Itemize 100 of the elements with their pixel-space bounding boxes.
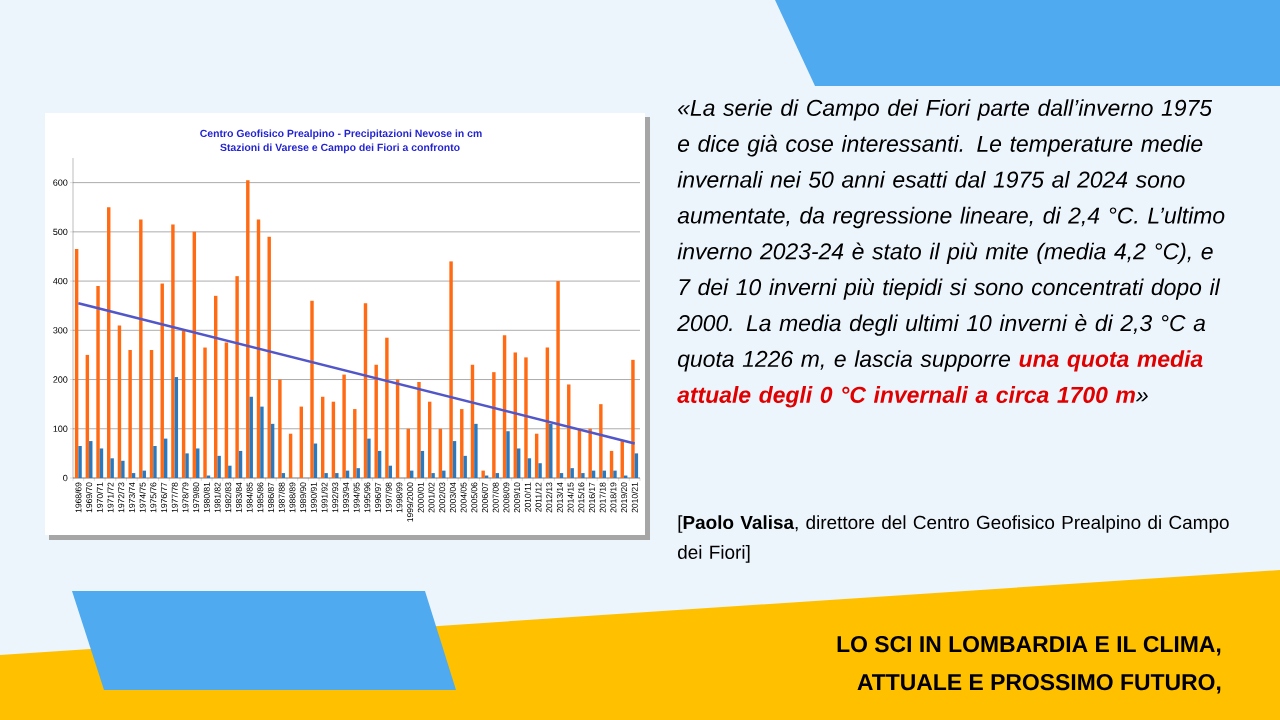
- chart-subtitle: Stazioni di Varese e Campo dei Fiori a confronto: [220, 143, 460, 154]
- bar: [246, 180, 250, 478]
- x-tick-label: 2007/08: [492, 482, 499, 513]
- bar: [431, 473, 435, 478]
- bar: [267, 236, 271, 478]
- x-tick-label: 1987/88: [278, 482, 285, 513]
- bar: [153, 446, 157, 478]
- x-tick-label: 2011/12: [535, 482, 542, 512]
- bar: [374, 364, 378, 478]
- chart-title: Centro Geofisico Prealpino - Precipitazioni Nevose in cm: [200, 129, 482, 140]
- bar: [556, 281, 560, 478]
- x-tick-label: 1972/73: [118, 482, 125, 513]
- x-tick-label: 1996/97: [374, 482, 382, 513]
- bar: [260, 406, 264, 478]
- x-tick-label: 1988/89: [289, 482, 296, 513]
- x-tick-label: 1998/99: [396, 482, 403, 513]
- x-tick-label: 2014/15: [567, 482, 574, 513]
- x-tick-label: 1980/81: [203, 482, 210, 513]
- x-tick-label: 1969/70: [85, 482, 93, 513]
- bar: [588, 428, 592, 478]
- x-tick-label: 1994/95: [353, 482, 360, 513]
- x-tick-label: 1976/77: [160, 482, 168, 513]
- x-tick-label: 2018/19: [610, 482, 617, 513]
- text: [Paolo Valisa, direttore del Centro Geofisico Prealpino di Campo dei Fiori]: [678, 515, 1229, 563]
- bar: [217, 455, 221, 478]
- x-tick-label: 1970/71: [96, 482, 103, 513]
- x-tick-label: 2019/20: [620, 482, 628, 513]
- bar: [128, 350, 132, 478]
- bar: [353, 409, 357, 478]
- bar: [449, 261, 453, 478]
- bar: [492, 372, 496, 478]
- text: ATTUALE E PROSSIMO FUTURO,: [857, 674, 1221, 694]
- x-tick-label: 2015/16: [578, 482, 585, 513]
- x-tick-label: 2017/18: [599, 482, 606, 513]
- x-tick-label: 1968/69: [75, 482, 82, 513]
- x-tick-label: 1973/74: [128, 482, 135, 513]
- x-tick-label: 1991/92: [321, 482, 328, 513]
- bar: [96, 286, 100, 478]
- bar: [278, 379, 282, 478]
- x-tick-label: 1992/93: [331, 482, 339, 513]
- x-tick-label: 1984/85: [246, 482, 253, 513]
- x-tick-label: 1986/87: [267, 482, 275, 513]
- bar: [310, 300, 314, 478]
- bar: [139, 219, 143, 478]
- x-tick-label: 2008/09: [503, 482, 510, 513]
- x-tick-label: 2005/06: [471, 482, 478, 513]
- x-tick-label: 1995/96: [364, 482, 371, 513]
- y-tick-label: 200: [53, 376, 68, 383]
- bar: [613, 470, 617, 478]
- y-tick-label: 400: [53, 277, 68, 285]
- text: «La serie di Campo dei Fiori parte dall’inverno 1975 e dice già cose interessanti. Le temperature medie invernali nei 50 anni esatti dal 1975 al 2024 sono aumentate, da regressione lineare, di 2,4 °C. L’ultimo inverno 2023-24 è stato il più mite (media 4,2 °C), e 7 dei 10 inverni più tiepidi si sono concentrati dopo il 2000. La media degli ultimi 10 inverni è di 2,3 °C a quota 1226 m, e lascia supporre una quota media attuale degli 0 °C invernali a circa 1700 m»: [677, 99, 1225, 408]
- bar: [171, 224, 175, 478]
- x-tick-label: 2002/03: [438, 482, 446, 513]
- x-tick-label: 1990/91: [310, 482, 317, 513]
- x-tick-label: 1975/76: [150, 482, 157, 513]
- x-tick-label: 1989/90: [299, 482, 307, 513]
- x-tick-label: 1982/83: [225, 482, 232, 513]
- bar: [527, 458, 532, 478]
- x-tick-label: 1978/79: [182, 482, 189, 513]
- x-tick-label: 1977/78: [171, 482, 178, 513]
- y-tick-label: 0: [63, 474, 68, 482]
- bar: [228, 465, 232, 478]
- bar: [570, 468, 574, 478]
- y-tick-label: 600: [53, 179, 68, 186]
- bar: [463, 455, 467, 478]
- bar: [524, 357, 528, 478]
- bar: [335, 473, 339, 478]
- bar: [538, 463, 542, 478]
- bar: [385, 337, 389, 478]
- bar: [631, 359, 635, 478]
- bar: [481, 470, 485, 478]
- y-tick-label: 100: [53, 425, 68, 432]
- bar: [324, 473, 328, 478]
- x-tick-label: 2000/01: [417, 482, 424, 513]
- x-tick-label: 2004/05: [460, 482, 467, 513]
- x-tick-label: 2009/10: [513, 482, 521, 513]
- x-tick-label: 2016/17: [588, 482, 595, 513]
- x-tick-label: 2010/11: [524, 482, 531, 512]
- x-tick-label: 1993/94: [342, 482, 349, 513]
- text: LO SCI IN LOMBARDIA E IL CLIMA,: [837, 636, 1221, 656]
- x-tick-label: 1985/86: [257, 482, 264, 513]
- bar: [110, 458, 114, 478]
- bar: [235, 276, 239, 478]
- bar: [78, 446, 82, 478]
- bar: [474, 423, 478, 478]
- x-tick-label: 2003/04: [449, 482, 456, 513]
- x-tick-label: 1999/2000: [406, 482, 414, 522]
- bar: [367, 438, 371, 478]
- bar: [417, 382, 421, 478]
- bar: [121, 460, 125, 478]
- bar: [506, 431, 510, 478]
- bar: [599, 404, 603, 478]
- x-tick-label: 2010/21: [631, 482, 638, 513]
- x-tick-label: 1981/82: [214, 482, 221, 513]
- x-tick-label: 2013/14: [556, 482, 563, 513]
- x-tick-label: 2006/07: [481, 482, 488, 513]
- bar: [203, 347, 207, 478]
- x-tick-label: 2001/02: [428, 482, 435, 513]
- x-tick-label: 1971/72: [107, 482, 114, 513]
- x-tick-label: 1979/80: [192, 482, 200, 513]
